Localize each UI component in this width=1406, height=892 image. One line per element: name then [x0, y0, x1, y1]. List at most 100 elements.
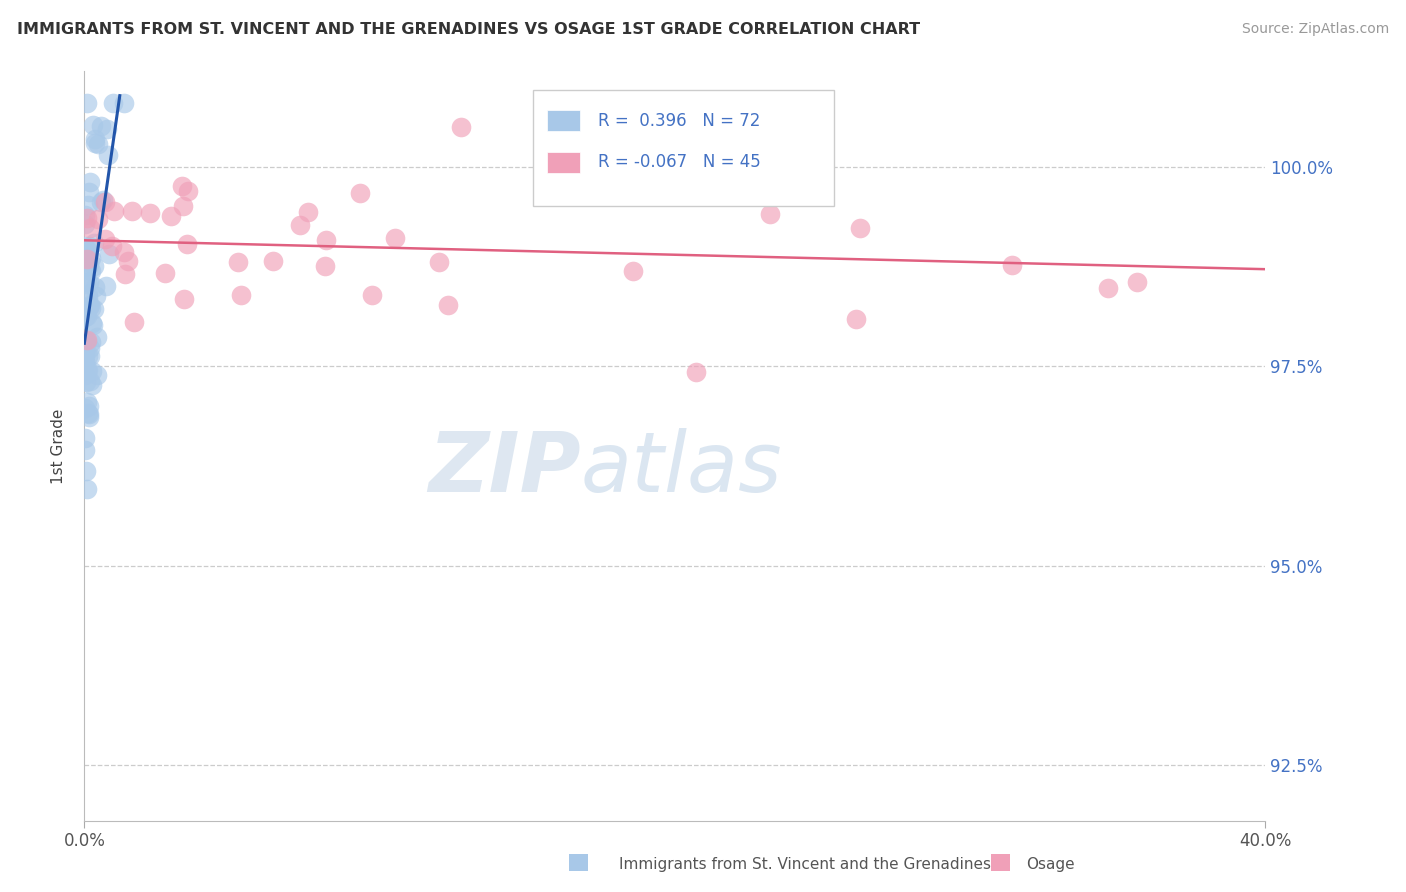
- Point: [117, 254, 139, 268]
- Point: [80, 316, 103, 330]
- Point: [87, 137, 110, 152]
- Point: [112, 96, 135, 111]
- Text: Source: ZipAtlas.com: Source: ZipAtlas.com: [1241, 22, 1389, 37]
- Point: [77, 362, 100, 376]
- Point: [139, 206, 162, 220]
- Bar: [547, 111, 581, 131]
- Point: [87, 212, 110, 227]
- Point: [80, 364, 103, 378]
- Point: [749, 188, 772, 202]
- Point: [76, 406, 98, 420]
- Point: [73, 431, 96, 445]
- Point: [75, 250, 97, 264]
- Point: [76, 96, 98, 111]
- Point: [80, 334, 103, 349]
- Point: [75, 464, 97, 478]
- Point: [76, 243, 98, 257]
- Point: [79, 174, 101, 188]
- Point: [170, 178, 193, 193]
- Point: [297, 205, 319, 219]
- Point: [79, 298, 101, 312]
- Point: [94, 279, 117, 293]
- Point: [73, 401, 96, 415]
- Point: [1001, 258, 1024, 272]
- Point: [122, 315, 145, 329]
- Point: [86, 330, 108, 344]
- Point: [75, 349, 97, 363]
- Point: [84, 136, 107, 150]
- Point: [97, 247, 120, 261]
- Point: [77, 185, 100, 199]
- FancyBboxPatch shape: [533, 90, 834, 206]
- Point: [1126, 276, 1149, 290]
- Point: [76, 275, 98, 289]
- Point: [73, 217, 96, 231]
- Point: [77, 349, 100, 363]
- Point: [849, 221, 872, 235]
- Point: [79, 341, 101, 355]
- Point: [228, 255, 250, 269]
- Point: [427, 254, 450, 268]
- Point: [90, 194, 112, 209]
- Point: [96, 121, 118, 136]
- Point: [79, 375, 101, 389]
- Bar: [547, 152, 581, 172]
- Point: [349, 186, 371, 200]
- Point: [77, 197, 100, 211]
- Point: [82, 318, 104, 333]
- Point: [80, 378, 103, 392]
- Text: R = -0.067   N = 45: R = -0.067 N = 45: [598, 153, 761, 171]
- Point: [75, 375, 97, 389]
- Point: [76, 252, 98, 267]
- Point: [155, 266, 177, 280]
- Point: [121, 204, 143, 219]
- Point: [173, 292, 195, 306]
- Point: [77, 286, 100, 301]
- Point: [76, 333, 98, 347]
- Point: [77, 290, 100, 304]
- Point: [80, 301, 103, 316]
- Point: [90, 119, 112, 133]
- Point: [73, 208, 96, 222]
- Point: [76, 211, 98, 226]
- Point: [114, 268, 136, 282]
- Point: [759, 207, 782, 221]
- Point: [112, 244, 135, 259]
- Point: [262, 253, 284, 268]
- Point: [73, 334, 96, 348]
- Text: Osage: Osage: [1026, 857, 1076, 872]
- Point: [79, 220, 101, 235]
- Point: [437, 298, 460, 312]
- Text: R =  0.396   N = 72: R = 0.396 N = 72: [598, 112, 761, 130]
- Point: [450, 120, 472, 135]
- Point: [97, 148, 120, 162]
- Point: [76, 309, 98, 323]
- Text: atlas: atlas: [581, 428, 782, 509]
- Point: [94, 194, 117, 209]
- Y-axis label: 1st Grade: 1st Grade: [51, 409, 66, 483]
- Point: [75, 259, 97, 273]
- Point: [101, 96, 124, 111]
- Point: [103, 203, 125, 218]
- Point: [80, 264, 103, 278]
- Point: [177, 184, 200, 198]
- Point: [176, 236, 198, 251]
- Point: [172, 199, 194, 213]
- Point: [86, 368, 108, 382]
- Point: [77, 258, 100, 272]
- Point: [79, 350, 101, 364]
- Point: [79, 251, 101, 265]
- Text: IMMIGRANTS FROM ST. VINCENT AND THE GRENADINES VS OSAGE 1ST GRADE CORRELATION CH: IMMIGRANTS FROM ST. VINCENT AND THE GREN…: [17, 22, 920, 37]
- Point: [77, 276, 100, 290]
- Point: [314, 259, 336, 273]
- Point: [84, 280, 107, 294]
- Point: [83, 302, 105, 317]
- Point: [733, 179, 755, 194]
- Point: [845, 312, 868, 326]
- Point: [83, 236, 105, 251]
- Point: [94, 232, 117, 246]
- Point: [685, 365, 707, 379]
- Point: [76, 482, 98, 496]
- Point: [79, 399, 101, 413]
- Point: [77, 407, 100, 421]
